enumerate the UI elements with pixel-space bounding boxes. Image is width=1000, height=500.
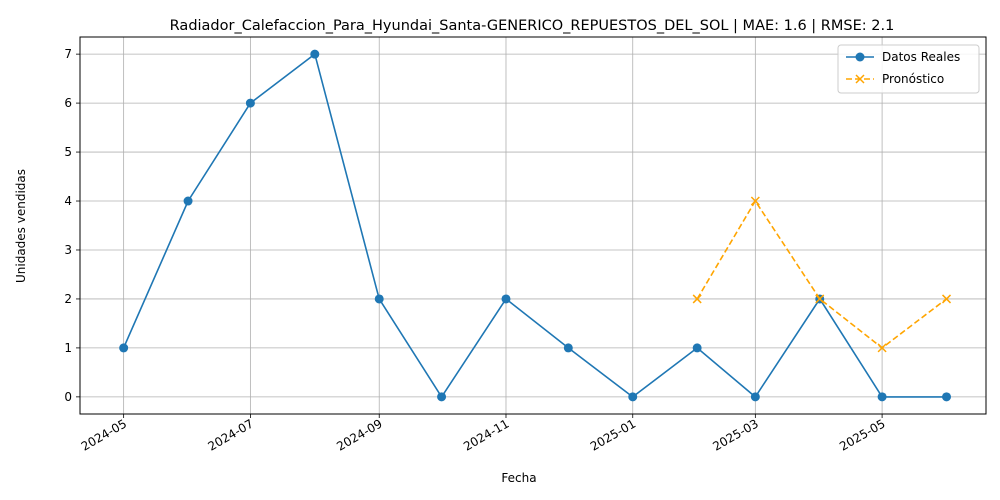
data-point (815, 294, 825, 304)
marker-stroke (750, 196, 760, 206)
data-point (245, 98, 255, 108)
data-point (692, 294, 702, 304)
x-tick-label: 2024-07 (205, 416, 255, 453)
y-tick-label: 6 (64, 96, 72, 110)
data-point (877, 343, 887, 353)
x-tick-label: 2025-01 (588, 416, 638, 453)
y-tick-label: 3 (64, 243, 72, 257)
y-tick-label: 4 (64, 194, 72, 208)
data-point (942, 392, 952, 402)
legend-item: Pronóstico (846, 72, 944, 86)
data-point (877, 392, 887, 402)
data-point (183, 196, 193, 206)
marker-stroke (941, 294, 952, 304)
data-point (941, 294, 952, 304)
data-point (563, 343, 573, 353)
data-point (750, 196, 760, 206)
series-line (122, 52, 947, 399)
plot-frame (79, 36, 987, 415)
x-tick-label: 2024-09 (334, 416, 384, 453)
legend: Datos Reales Pronóstico (837, 44, 980, 94)
x-tick-label: 2025-05 (837, 416, 887, 453)
legend-marker (855, 52, 865, 62)
series-forecast (692, 196, 952, 353)
data-point (750, 392, 760, 402)
y-tick-label: 0 (64, 390, 72, 404)
data-point (119, 343, 129, 353)
x-tick-label: 2024-05 (79, 416, 129, 453)
data-point (437, 392, 447, 402)
data-point (374, 294, 384, 304)
y-tick-label: 7 (64, 47, 72, 61)
x-tick-label: 2025-03 (710, 416, 760, 453)
series-line (696, 199, 947, 349)
chart-title: Radiador_Calefaccion_Para_Hyundai_Santa-… (170, 18, 895, 34)
y-tick-label: 2 (64, 292, 72, 306)
data-point (501, 294, 511, 304)
series-layer (119, 49, 952, 402)
data-point (692, 343, 702, 353)
y-tick-label: 1 (64, 341, 72, 355)
marker-stroke (877, 343, 887, 353)
marker-stroke (815, 294, 825, 304)
series-actual (119, 49, 952, 402)
grid (80, 37, 986, 414)
legend-marker (855, 74, 865, 84)
legend-item: Datos Reales (846, 50, 960, 64)
x-tick-label: 2024-11 (461, 416, 511, 453)
legend-label: Datos Reales (882, 50, 960, 64)
axis-ticks: 0 1 2 3 4 5 6 7 2024-05 2024-07 2024-09 2024-11 2025… (64, 47, 887, 454)
legend-label: Pronóstico (882, 72, 944, 86)
x-axis-label: Fecha (501, 471, 536, 485)
data-point (628, 392, 638, 402)
y-tick-label: 5 (64, 145, 72, 159)
marker-stroke (855, 74, 865, 84)
y-axis-label: Unidades vendidas (14, 169, 28, 283)
marker-stroke (692, 294, 702, 304)
data-point (310, 49, 320, 59)
